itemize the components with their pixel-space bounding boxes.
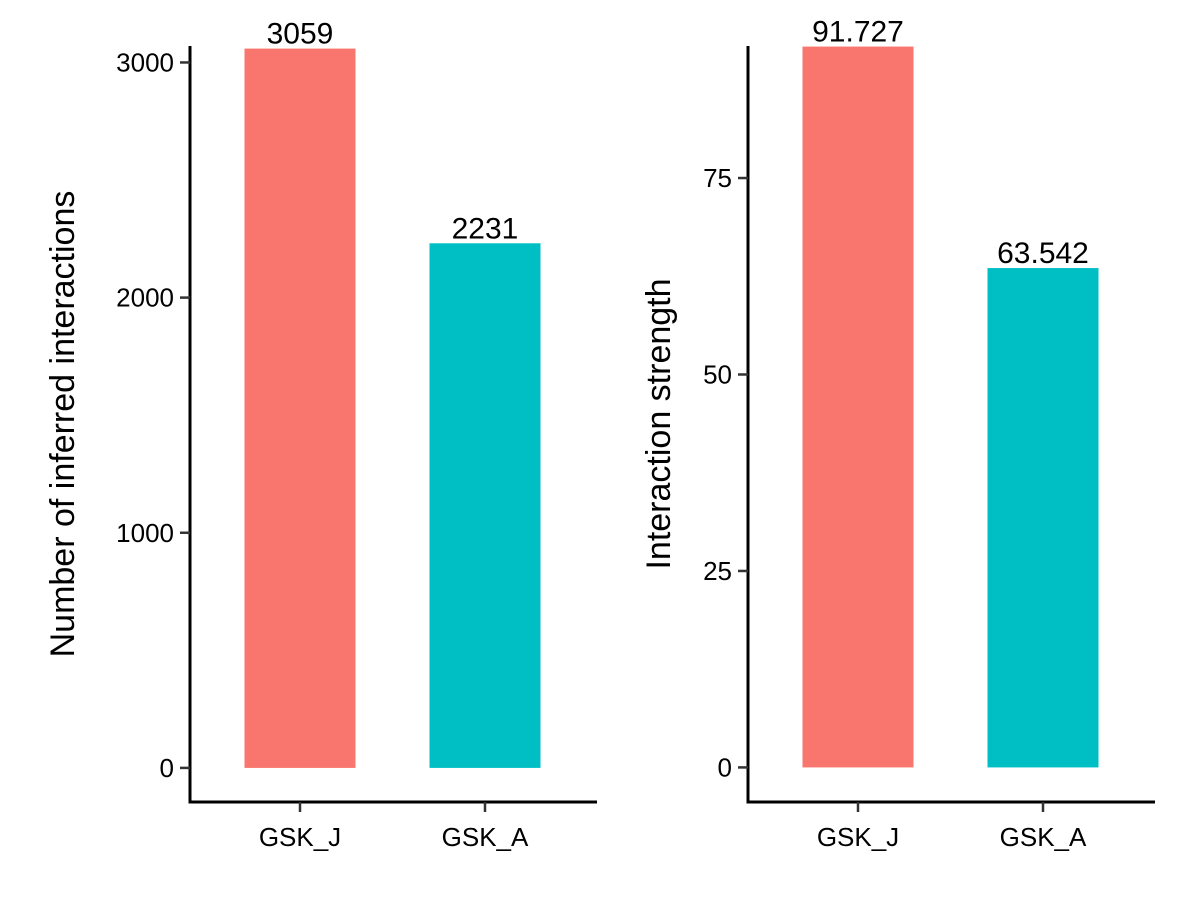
bar-gsk-j (802, 46, 914, 768)
y-axis-title: Number of inferred interactions (44, 191, 82, 658)
y-axis-title: Interaction strength (640, 278, 678, 569)
y-tick-label: 0 (160, 753, 174, 783)
y-tick-label: 25 (703, 556, 732, 586)
y-tick-label: 3000 (116, 47, 174, 77)
y-tick-label: 0 (718, 752, 732, 782)
y-tick-label: 75 (703, 163, 732, 193)
x-tick-label: GSK_J (817, 822, 899, 852)
bar-gsk-a (429, 243, 541, 768)
bar-value-label: 2231 (452, 212, 519, 245)
bar-gsk-a (987, 268, 1099, 768)
bar-gsk-j (244, 48, 356, 768)
y-tick-label: 2000 (116, 283, 174, 313)
bar-value-label: 91.727 (812, 16, 904, 49)
bar-value-label: 63.542 (997, 237, 1089, 270)
panel-interaction-strength: Interaction strength 91.727 63.542 0 25 50 75… (640, 16, 1155, 852)
x-tick-label: GSK_A (1000, 822, 1087, 852)
bar-value-label: 3059 (267, 18, 334, 51)
panel-inferred-interactions: Number of inferred interactions 3059 2231… (44, 18, 597, 852)
x-tick-label: GSK_J (259, 822, 341, 852)
x-tick-label: GSK_A (442, 822, 529, 852)
y-tick-label: 1000 (116, 518, 174, 548)
y-tick-label: 50 (703, 359, 732, 389)
